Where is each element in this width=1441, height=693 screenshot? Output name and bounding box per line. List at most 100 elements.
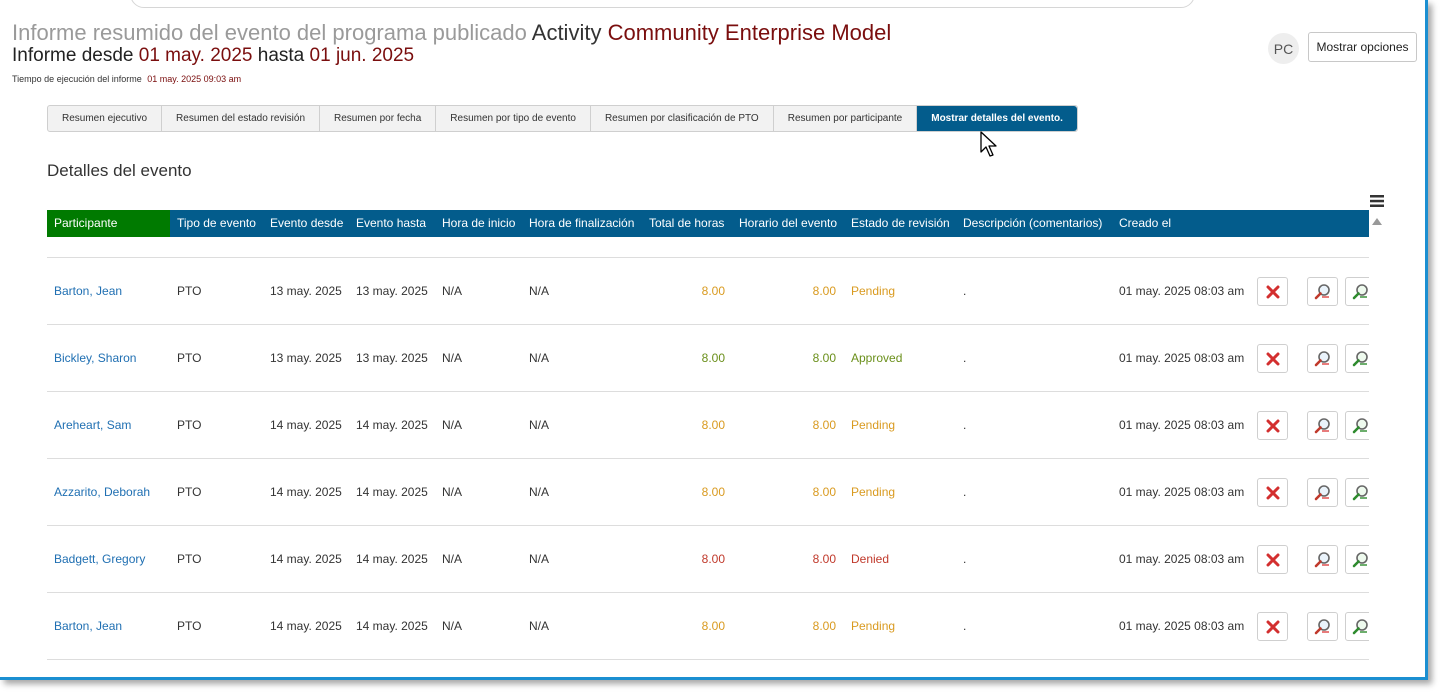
view-alt-button[interactable]: [1345, 612, 1369, 641]
hamburger-menu-icon[interactable]: [1370, 194, 1384, 208]
start-time: N/A: [442, 552, 463, 566]
view-alt-button[interactable]: [1345, 277, 1369, 306]
created-at: 01 may. 2025 08:03 am: [1119, 284, 1245, 298]
delete-button[interactable]: [1257, 545, 1288, 574]
event-details-table: Participante Tipo de evento Evento desde…: [47, 210, 1369, 677]
table-row: Bickley, Sharon PTO 13 may. 2025 13 may.…: [47, 324, 1369, 391]
end-time: N/A: [529, 619, 550, 633]
participant-link[interactable]: Areheart, Sam: [54, 418, 132, 432]
end-time: N/A: [529, 418, 550, 432]
delete-button[interactable]: [1257, 612, 1288, 641]
event-type: PTO: [177, 351, 202, 365]
table-row: Badgett, Gregory PTO 14 may. 2025 14 may…: [47, 525, 1369, 592]
end-time: N/A: [529, 485, 550, 499]
review-status: Pending: [851, 485, 896, 499]
column-header[interactable]: Total de horas: [649, 216, 725, 230]
column-header[interactable]: Horario del evento: [739, 216, 838, 230]
delete-button[interactable]: [1257, 478, 1288, 507]
magnifier-red-icon: [1314, 283, 1330, 299]
mouse-pointer-icon: [980, 131, 997, 157]
column-header[interactable]: Hora de inicio: [442, 216, 516, 230]
magnifier-green-icon: [1352, 484, 1368, 500]
start-time: N/A: [442, 418, 463, 432]
magnifier-green-icon: [1352, 417, 1368, 433]
view-details-button[interactable]: [1307, 545, 1338, 574]
participant-link[interactable]: Barton, Jean: [54, 619, 123, 633]
review-status: Pending: [851, 418, 896, 432]
start-time: N/A: [442, 284, 463, 298]
event-type: PTO: [177, 485, 202, 499]
delete-x-icon: [1266, 486, 1279, 499]
run-time-label: Tiempo de ejecución del informe: [12, 74, 142, 84]
title-activity: Activity: [531, 20, 602, 45]
created-at: 01 may. 2025 08:03 am: [1119, 351, 1245, 365]
participant-link[interactable]: Badgett, Gregory: [54, 552, 146, 566]
delete-x-icon: [1266, 285, 1279, 298]
top-search-bar[interactable]: [130, 0, 1195, 8]
magnifier-red-icon: [1314, 350, 1330, 366]
delete-x-icon: [1266, 620, 1279, 633]
column-header[interactable]: Participante: [47, 210, 170, 237]
event-from: 13 may. 2025: [270, 284, 342, 298]
table-header: Participante Tipo de evento Evento desde…: [47, 210, 1369, 237]
created-at: 01 may. 2025 08:03 am: [1119, 552, 1245, 566]
avatar[interactable]: PC: [1268, 33, 1299, 64]
participant-link[interactable]: Barton, Jean: [54, 284, 123, 298]
total-hours: 8.00: [701, 351, 725, 365]
magnifier-green-icon: [1352, 618, 1368, 634]
view-details-button[interactable]: [1307, 344, 1338, 373]
view-details-button[interactable]: [1307, 612, 1338, 641]
title-org: Community Enterprise Model: [607, 20, 892, 45]
tab-event-type-summary[interactable]: Resumen por tipo de evento: [436, 106, 591, 131]
tab-review-status-summary[interactable]: Resumen del estado revisión: [162, 106, 321, 131]
view-alt-button[interactable]: [1345, 411, 1369, 440]
created-at: 01 may. 2025 08:03 am: [1119, 485, 1245, 499]
event-schedule: 8.00: [812, 552, 836, 566]
magnifier-red-icon: [1314, 551, 1330, 567]
delete-x-icon: [1266, 419, 1279, 432]
title-prefix: Informe resumido del evento del programa…: [12, 20, 527, 45]
tab-pto-classification-summary[interactable]: Resumen por clasificación de PTO: [591, 106, 774, 131]
review-status: Denied: [851, 552, 890, 566]
show-options-button[interactable]: Mostrar opciones: [1308, 32, 1417, 62]
view-alt-button[interactable]: [1345, 545, 1369, 574]
view-alt-button[interactable]: [1345, 344, 1369, 373]
start-time: N/A: [442, 485, 463, 499]
participant-link[interactable]: Azzarito, Deborah: [54, 485, 151, 499]
column-header[interactable]: Creado el: [1119, 216, 1172, 230]
view-alt-button[interactable]: [1345, 478, 1369, 507]
tab-date-summary[interactable]: Resumen por fecha: [320, 106, 437, 131]
tab-event-details[interactable]: Mostrar detalles del evento.: [917, 106, 1077, 131]
delete-button[interactable]: [1257, 277, 1288, 306]
magnifier-red-icon: [1314, 417, 1330, 433]
column-header[interactable]: Descripción (comentarios): [963, 216, 1103, 230]
delete-button[interactable]: [1257, 411, 1288, 440]
range-to: 01 jun. 2025: [309, 45, 415, 66]
column-header[interactable]: Estado de revisión: [851, 216, 950, 230]
view-details-button[interactable]: [1307, 411, 1338, 440]
end-time: N/A: [529, 351, 550, 365]
table-row: Barton, Jean PTO 14 may. 2025 14 may. 20…: [47, 592, 1369, 659]
event-schedule: 8.00: [812, 619, 836, 633]
event-type: PTO: [177, 418, 202, 432]
delete-button[interactable]: [1257, 344, 1288, 373]
event-from: 14 may. 2025: [270, 418, 342, 432]
column-header[interactable]: Evento desde: [270, 216, 344, 230]
total-hours: 8.00: [701, 418, 725, 432]
view-details-button[interactable]: [1307, 478, 1338, 507]
magnifier-red-icon: [1314, 484, 1330, 500]
column-header[interactable]: Hora de finalización: [529, 216, 635, 230]
column-header[interactable]: Evento hasta: [356, 216, 427, 230]
participant-link[interactable]: Bickley, Sharon: [54, 351, 137, 365]
description: .: [963, 552, 967, 566]
column-header[interactable]: Tipo de evento: [177, 216, 256, 230]
scroll-up-arrow-icon[interactable]: [1371, 216, 1383, 226]
delete-x-icon: [1266, 553, 1279, 566]
view-details-button[interactable]: [1307, 277, 1338, 306]
event-from: 14 may. 2025: [270, 485, 342, 499]
event-to: 13 may. 2025: [356, 284, 428, 298]
magnifier-red-icon: [1314, 618, 1330, 634]
tab-executive-summary[interactable]: Resumen ejecutivo: [48, 106, 163, 131]
tab-participant-summary[interactable]: Resumen por participante: [774, 106, 918, 131]
event-to: 14 may. 2025: [356, 619, 428, 633]
